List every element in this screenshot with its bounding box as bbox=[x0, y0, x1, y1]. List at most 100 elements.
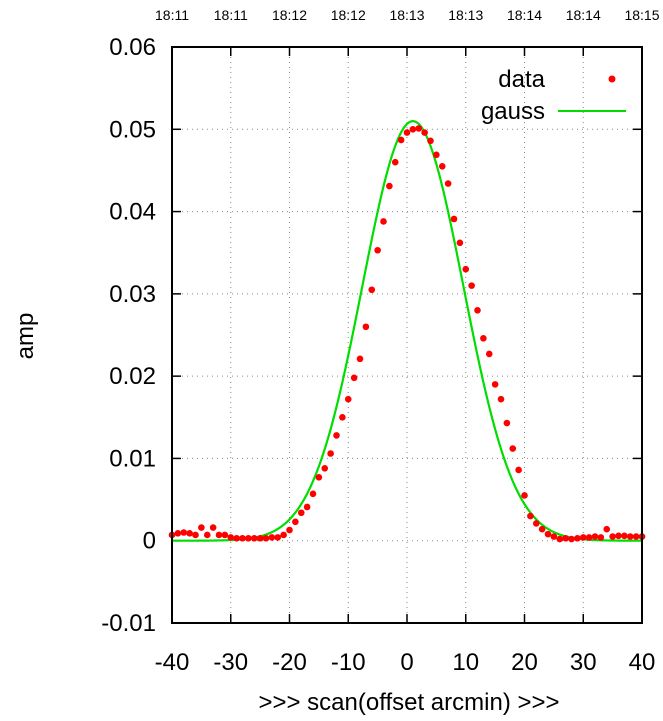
data-point bbox=[532, 520, 540, 527]
data-point bbox=[468, 282, 475, 289]
data-point bbox=[203, 531, 211, 539]
data-point bbox=[615, 532, 622, 540]
data-point bbox=[568, 535, 575, 543]
data-point bbox=[198, 524, 205, 531]
data-point bbox=[521, 492, 528, 499]
data-point bbox=[268, 534, 276, 541]
x-axis-title: >>> scan(offset arcmin) >>> bbox=[258, 689, 559, 716]
legend-label-gauss: gauss bbox=[481, 98, 545, 125]
x-tick-label: 40 bbox=[629, 649, 656, 676]
y-tick-label: 0.06 bbox=[109, 34, 156, 61]
x-tick-label: 30 bbox=[570, 649, 597, 676]
data-point bbox=[209, 524, 217, 531]
data-point bbox=[186, 530, 193, 537]
data-point bbox=[239, 534, 246, 542]
data-point bbox=[503, 419, 511, 427]
data-point bbox=[591, 533, 599, 540]
y-tick-label: 0.03 bbox=[109, 281, 156, 308]
data-point bbox=[256, 534, 264, 542]
data-point bbox=[280, 531, 287, 539]
data-point bbox=[609, 533, 616, 540]
data-point bbox=[245, 534, 252, 542]
data-point bbox=[497, 395, 505, 403]
y-tick-label: -0.01 bbox=[101, 610, 156, 637]
data-point bbox=[327, 450, 334, 457]
data-point bbox=[491, 381, 499, 388]
top-tick-label: 18:12 bbox=[272, 7, 307, 23]
data-series bbox=[168, 125, 646, 543]
top-tick-label: 18:15 bbox=[624, 7, 659, 23]
data-point bbox=[562, 534, 569, 542]
top-tick-label: 18:11 bbox=[155, 7, 189, 23]
data-point bbox=[380, 218, 387, 225]
data-point bbox=[391, 158, 399, 166]
data-point bbox=[309, 490, 317, 498]
data-point bbox=[480, 334, 487, 342]
data-point bbox=[421, 129, 428, 136]
data-point bbox=[297, 509, 305, 517]
x-tick-label: -10 bbox=[331, 649, 366, 676]
data-point bbox=[386, 182, 393, 190]
data-point bbox=[339, 413, 346, 421]
data-point bbox=[474, 307, 481, 314]
data-point bbox=[374, 246, 381, 254]
data-point bbox=[180, 529, 188, 536]
x-tick-labels: -40 -30 -20 -10 0 10 20 30 40 bbox=[155, 649, 656, 676]
data-point bbox=[321, 465, 329, 472]
data-point bbox=[262, 534, 270, 542]
data-point bbox=[597, 534, 605, 541]
top-tick-label: 18:14 bbox=[566, 7, 601, 23]
data-point bbox=[444, 180, 452, 187]
x-tick-label: 20 bbox=[511, 649, 538, 676]
data-point bbox=[233, 534, 240, 542]
data-point bbox=[192, 531, 199, 539]
data-point bbox=[227, 534, 235, 541]
data-point bbox=[344, 395, 352, 403]
data-point bbox=[544, 530, 552, 538]
data-point bbox=[585, 534, 593, 541]
data-point bbox=[626, 533, 634, 540]
legend: data gauss bbox=[481, 66, 626, 125]
data-point bbox=[556, 535, 564, 543]
y-tick-label: 0.02 bbox=[109, 363, 156, 390]
data-point bbox=[292, 518, 299, 526]
top-tick-labels: 18:11 18:11 18:12 18:12 18:13 18:13 18:14 18:14… bbox=[155, 7, 660, 23]
y-axis-title: amp bbox=[12, 313, 39, 360]
data-point bbox=[632, 533, 640, 540]
data-point bbox=[579, 534, 587, 541]
data-point bbox=[397, 136, 405, 144]
data-point bbox=[409, 125, 417, 133]
plot-frame bbox=[171, 46, 643, 624]
data-point bbox=[215, 531, 223, 539]
data-point bbox=[368, 286, 376, 294]
data-point bbox=[515, 466, 522, 474]
data-point bbox=[403, 129, 411, 136]
data-point bbox=[527, 512, 534, 520]
data-point bbox=[603, 525, 611, 533]
data-point bbox=[427, 137, 434, 145]
data-point bbox=[333, 432, 340, 439]
x-tick-label: 10 bbox=[452, 649, 479, 676]
y-tick-label: 0 bbox=[143, 528, 156, 555]
data-point bbox=[286, 526, 293, 534]
data-point bbox=[274, 534, 282, 541]
data-point bbox=[574, 534, 581, 542]
x-tick-label: -30 bbox=[213, 649, 248, 676]
top-tick-label: 18:12 bbox=[331, 7, 366, 23]
data-point bbox=[250, 534, 258, 542]
data-point bbox=[356, 355, 364, 363]
top-tick-label: 18:13 bbox=[448, 7, 483, 23]
y-tick-label: 0.04 bbox=[109, 199, 156, 226]
data-point bbox=[415, 125, 423, 132]
data-point bbox=[221, 531, 229, 539]
data-point bbox=[174, 530, 182, 537]
data-point bbox=[621, 532, 628, 540]
data-point bbox=[509, 445, 517, 452]
data-point bbox=[303, 503, 311, 511]
data-point bbox=[538, 525, 546, 533]
top-tick-label: 18:13 bbox=[389, 7, 424, 23]
data-point bbox=[438, 163, 446, 170]
data-point bbox=[433, 151, 440, 159]
data-point bbox=[462, 265, 470, 273]
